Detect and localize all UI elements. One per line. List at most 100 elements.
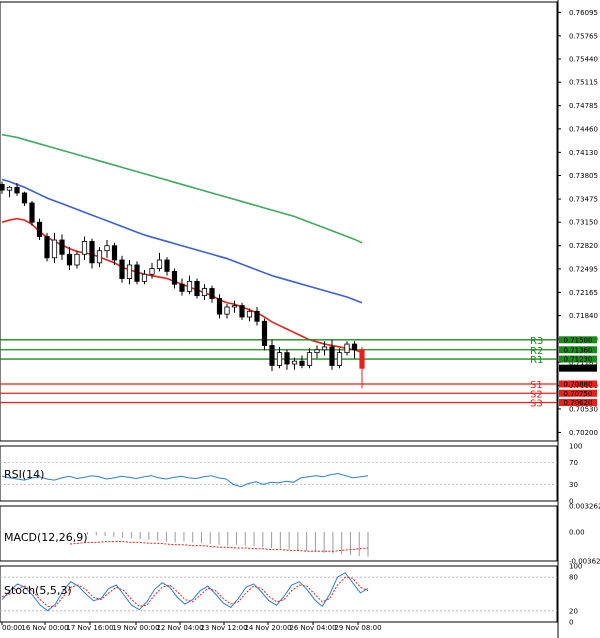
x-tick-label: 22 Nov 04:00: [156, 624, 203, 632]
y-tick-label: 0.71840: [569, 312, 598, 320]
y-tick-label: 0.75765: [569, 32, 598, 40]
level-price-tag: [559, 355, 597, 363]
level-price-label: 0.70750: [564, 390, 593, 398]
candle-body: [21, 192, 28, 204]
macd-y-tick-label: 0.00: [569, 529, 585, 537]
y-tick-label: 0.72820: [569, 242, 598, 250]
y-tick-label: 0.75115: [569, 79, 598, 87]
level-price-label: 0.71360: [564, 346, 593, 354]
rsi-y-tick-label: 100: [569, 443, 582, 451]
candle-body: [66, 253, 73, 266]
candle-body: [216, 298, 223, 315]
candle-body: [186, 280, 193, 292]
stoch-y-tick-label: 80: [569, 574, 578, 582]
candle-body: [74, 253, 80, 266]
level-price-label: 0.70880: [564, 380, 593, 388]
candle-body: [359, 349, 365, 369]
panel-frame-2: [0, 505, 558, 562]
candle-body: [149, 268, 155, 275]
candle-body: [299, 360, 305, 366]
y-tick-label: 0.72165: [569, 289, 598, 297]
macd-signal-line: [69, 541, 369, 552]
candle-body: [156, 259, 163, 269]
candle-body: [0, 184, 5, 191]
candle-body: [201, 288, 208, 297]
macd-y-tick-label: 0.003262: [569, 503, 600, 511]
candle-body: [29, 202, 35, 223]
stoch-y-tick-label: 0: [569, 619, 573, 627]
level-price-tag: [559, 380, 597, 388]
level-price-tag: [559, 399, 597, 407]
rsi-y-tick-label: 0: [569, 498, 573, 506]
candle-body: [336, 352, 343, 366]
level-name-r3: R3: [530, 336, 543, 347]
candle-body: [351, 343, 358, 351]
candle-body: [261, 320, 268, 346]
stoch-title: Stoch(5,5,3): [4, 584, 72, 597]
candle-body: [276, 352, 283, 366]
x-tick-label: 26 Nov 04:00: [289, 624, 336, 632]
candle-body: [246, 310, 253, 318]
candle-body: [141, 273, 148, 282]
ma-slow-line: [1, 133, 363, 244]
macd-y-tick-label: -0.003628: [569, 558, 600, 566]
x-tick-label: 00:00: [2, 624, 22, 632]
y-tick-label: 0.72495: [569, 265, 598, 273]
candle-body: [239, 305, 245, 318]
candle-body: [306, 352, 313, 366]
y-tick-label: 0.74130: [569, 149, 598, 157]
y-tick-label: 0.70200: [569, 429, 598, 437]
level-price-tag: [559, 336, 597, 344]
level-price-label: 0.71500: [564, 336, 593, 344]
candle-body: [44, 236, 50, 259]
stoch-d-line: [1, 576, 369, 607]
candle-body: [231, 305, 238, 308]
x-tick-label: 23 Nov 12:00: [200, 624, 247, 632]
rsi-y-tick-label: 30: [569, 481, 578, 489]
stoch-k-line: [1, 572, 369, 612]
panel-frame-3: [0, 565, 558, 623]
candle-body: [321, 346, 328, 351]
candle-body: [254, 310, 260, 322]
current-price-tag: [559, 364, 597, 372]
x-tick-label: 17 Nov 16:00: [66, 624, 113, 632]
x-tick-label: 19 Nov 00:00: [112, 624, 159, 632]
y-tick-label: 0.74785: [569, 102, 598, 110]
panel-frame-1: [0, 445, 558, 502]
candle-body: [96, 250, 103, 264]
stoch-y-tick-label: 20: [569, 607, 578, 615]
level-name-s2: S2: [530, 389, 543, 400]
rsi-title: RSI(14): [4, 468, 44, 481]
candle-body: [224, 306, 230, 315]
candle-body: [59, 239, 65, 255]
level-name-s3: S3: [530, 399, 543, 410]
panel-frame-0: [0, 1, 558, 442]
candle-body: [126, 264, 133, 279]
macd-title: MACD(12,26,9): [4, 531, 88, 544]
stoch-y-tick-label: 100: [569, 563, 582, 571]
candle-body: [104, 245, 110, 252]
candle-body: [81, 241, 88, 255]
candle-body: [119, 259, 125, 279]
x-tick-label: 16 Nov 00:00: [21, 624, 68, 632]
candle-body: [134, 264, 140, 282]
candle-body: [36, 221, 43, 237]
y-tick-label: 0.74460: [569, 125, 598, 133]
rsi-y-tick-label: 70: [569, 459, 578, 467]
candle-body: [89, 241, 95, 264]
candle-body: [209, 288, 215, 299]
candle-body: [329, 346, 335, 366]
y-tick-label: 0.73150: [569, 219, 598, 227]
candle-body: [51, 239, 58, 259]
x-tick-label: 24 Nov 20:00: [244, 624, 291, 632]
candle-body: [291, 360, 298, 365]
candle-body: [6, 186, 13, 191]
y-tick-label: 0.73805: [569, 172, 598, 180]
level-name-s1: S1: [530, 380, 543, 391]
candle-body: [111, 245, 118, 261]
y-tick-label: 0.71185: [569, 359, 598, 367]
ma-mid-line: [1, 178, 363, 304]
candle-body: [344, 343, 350, 354]
